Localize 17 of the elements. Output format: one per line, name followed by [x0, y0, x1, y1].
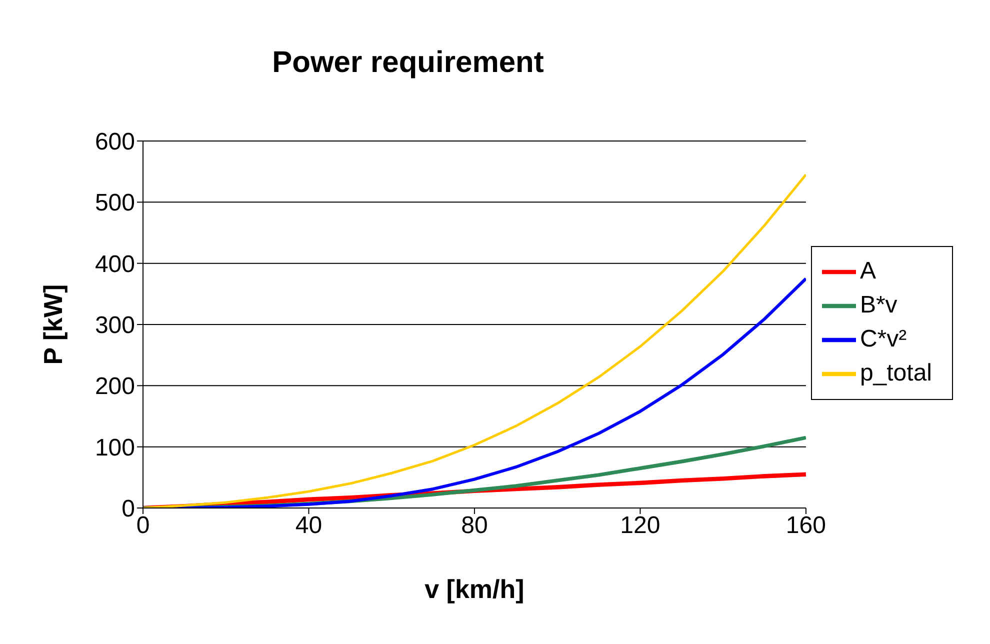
chart-title: Power requirement	[271, 46, 545, 80]
y-axis-title: P [kW]	[38, 284, 68, 365]
y-tick-label: 200	[94, 373, 135, 400]
legend-label: p_total	[860, 359, 932, 386]
x-axis-title: v [km/h]	[424, 574, 524, 604]
y-tick-label: 100	[94, 434, 135, 462]
y-tick-label: 500	[94, 190, 135, 217]
x-tick-label: 120	[620, 512, 660, 540]
y-tick-label: 600	[94, 128, 135, 156]
x-tick-label: 40	[295, 512, 322, 540]
x-tick-label: 80	[461, 512, 488, 540]
legend-label: C*v²	[860, 325, 907, 352]
y-tick-label: 400	[94, 250, 135, 278]
y-tick-label: 300	[94, 312, 135, 340]
legend-label: B*v	[860, 291, 898, 318]
legend-label: A	[860, 257, 876, 284]
x-tick-label: 160	[786, 512, 826, 540]
